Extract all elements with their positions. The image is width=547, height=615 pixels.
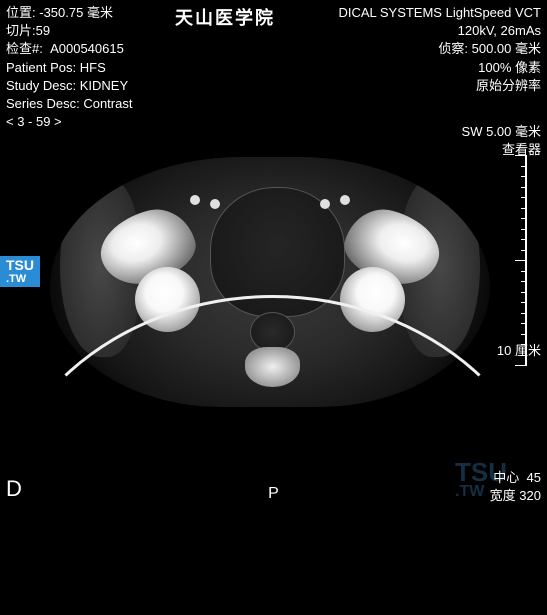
- vessel-dot: [320, 199, 330, 209]
- institution-watermark: 天山医学院: [175, 4, 275, 30]
- position-label: 位置:: [6, 5, 36, 20]
- orientation-letter-p: P: [268, 483, 279, 505]
- exam-value: A000540615: [50, 41, 124, 56]
- window-center-row: 中心 45: [490, 469, 541, 487]
- window-width-row: 宽度 320: [490, 487, 541, 505]
- study-desc-label: Study Desc:: [6, 78, 76, 93]
- vessel-dot: [340, 195, 350, 205]
- window-center-label: 中心: [493, 470, 519, 485]
- pixel-percent: 100% 像素: [338, 59, 541, 77]
- slice-width: SW 5.00 毫米: [338, 123, 541, 141]
- exam-row: 检查#: A000540615: [6, 40, 132, 58]
- tsu-badge-line2: .TW: [6, 273, 34, 285]
- resolution-mode: 原始分辨率: [338, 77, 541, 95]
- patient-pos-row: Patient Pos: HFS: [6, 59, 132, 77]
- position-value: -350.75 毫米: [39, 5, 113, 20]
- series-desc-row: Series Desc: Contrast: [6, 95, 132, 113]
- position-row: 位置: -350.75 毫米: [6, 4, 132, 22]
- exam-label: 检查#:: [6, 41, 43, 56]
- viewer-label: 查看器: [338, 141, 541, 159]
- vessel-dot: [210, 199, 220, 209]
- patient-pos-label: Patient Pos:: [6, 60, 76, 75]
- window-width-value: 320: [519, 488, 541, 503]
- slice-value: 59: [36, 23, 50, 38]
- tsu-badge-line1: TSU: [6, 257, 34, 273]
- vessel-dot: [190, 195, 200, 205]
- recon-value: 500.00 毫米: [472, 41, 541, 56]
- slice-row: 切片:59: [6, 22, 132, 40]
- window-width-label: 宽度: [490, 488, 516, 503]
- panel-letter-d: D: [6, 474, 22, 505]
- window-center-value: 45: [527, 470, 541, 485]
- series-desc-label: Series Desc:: [6, 96, 80, 111]
- study-desc-row: Study Desc: KIDNEY: [6, 77, 132, 95]
- scanner-model: DICAL SYSTEMS LightSpeed VCT: [338, 4, 541, 22]
- slice-label: 切片:: [6, 23, 36, 38]
- metadata-top-left: 位置: -350.75 毫米 切片:59 检查#: A000540615 Pat…: [6, 4, 132, 131]
- recon-label: 侦察:: [438, 41, 468, 56]
- tsu-badge: TSU .TW: [0, 256, 40, 287]
- series-desc-value: Contrast: [83, 96, 132, 111]
- patient-pos-value: HFS: [80, 60, 106, 75]
- recon-row: 侦察: 500.00 毫米: [338, 40, 541, 58]
- ruler-length-label: 10 厘米: [497, 340, 541, 359]
- kv-mas: 120kV, 26mAs: [338, 22, 541, 40]
- ct-scan-image: [25, 145, 520, 465]
- metadata-top-right: DICAL SYSTEMS LightSpeed VCT 120kV, 26mA…: [338, 4, 541, 159]
- window-settings: 中心 45 宽度 320: [490, 469, 541, 505]
- scale-ruler: [513, 155, 527, 365]
- study-desc-value: KIDNEY: [80, 78, 128, 93]
- slice-range: < 3 - 59 >: [6, 113, 132, 131]
